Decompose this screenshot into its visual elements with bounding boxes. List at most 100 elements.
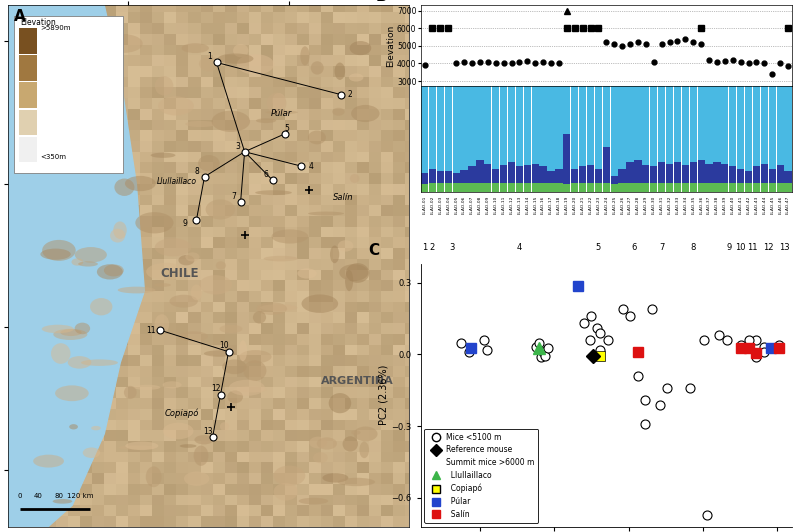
Bar [68,323,80,334]
Bar [201,248,213,259]
Bar [381,205,393,216]
Bar [393,495,405,505]
Bar [213,366,225,377]
Bar [249,334,261,345]
Bar [189,387,201,398]
Bar [213,152,225,162]
Bar [8,237,20,248]
Bar [201,141,213,152]
Bar [56,184,68,195]
Bar [761,164,768,183]
Text: LLAO-30: LLAO-30 [652,196,656,214]
Bar [297,109,309,120]
Bar [92,366,104,377]
Bar [92,109,104,120]
Bar [32,195,44,205]
Bar [104,55,116,66]
Bar [201,2,213,12]
Bar [321,77,333,87]
Bar [213,505,225,516]
Bar [297,87,309,98]
Bar [357,195,369,205]
Ellipse shape [146,467,162,487]
Bar [8,398,20,409]
Bar [116,323,128,334]
Bar [140,323,152,334]
Bar [249,34,261,45]
Bar [563,86,570,134]
Bar [165,387,177,398]
Bar [357,366,369,377]
Bar [68,302,80,312]
Bar [333,462,345,473]
Bar [8,55,20,66]
Bar [152,205,165,216]
Bar [381,355,393,366]
Bar [508,86,515,162]
Bar [297,270,309,280]
Bar [405,216,417,227]
Bar [345,270,357,280]
Bar [333,23,345,34]
Bar [369,2,381,12]
Bar [152,302,165,312]
Bar [140,184,152,195]
Bar [225,355,237,366]
Bar [333,366,345,377]
Bar [381,23,393,34]
Bar [484,183,491,192]
Bar [297,280,309,291]
Bar [261,152,273,162]
Bar [285,66,297,77]
Text: LLAO-05: LLAO-05 [454,196,458,214]
Bar [297,366,309,377]
Bar [369,34,381,45]
Bar [140,462,152,473]
Bar [116,141,128,152]
Bar [44,484,56,495]
Bar [32,77,44,87]
Bar [201,398,213,409]
Bar [405,184,417,195]
Bar [8,270,20,280]
Text: 2: 2 [347,90,352,99]
Bar [737,183,744,192]
Bar [68,355,80,366]
Bar [8,195,20,205]
Bar [249,398,261,409]
Bar [32,377,44,387]
Bar [273,441,285,452]
Bar [165,2,177,12]
Bar [321,120,333,130]
Bar [56,473,68,484]
Bar [68,12,80,23]
Bar [44,420,56,430]
Bar [309,377,321,387]
Bar [92,23,104,34]
Bar [237,162,249,173]
Bar [128,173,140,184]
Bar [393,323,405,334]
Bar [8,473,20,484]
Bar [201,387,213,398]
Bar [32,12,44,23]
Bar [492,169,499,183]
Bar [261,355,273,366]
Bar [333,34,345,45]
Text: LLAO-06: LLAO-06 [462,196,466,214]
Text: LLAO-31: LLAO-31 [660,196,664,214]
Bar [249,291,261,302]
Bar [20,312,32,323]
Bar [345,420,357,430]
Bar [56,216,68,227]
Text: B: B [376,0,388,4]
Bar [177,355,189,366]
Bar [201,334,213,345]
Bar [116,345,128,355]
Bar [429,86,436,169]
Bar [381,495,393,505]
Bar [128,355,140,366]
Bar [261,462,273,473]
Bar [381,173,393,184]
Bar [393,227,405,237]
